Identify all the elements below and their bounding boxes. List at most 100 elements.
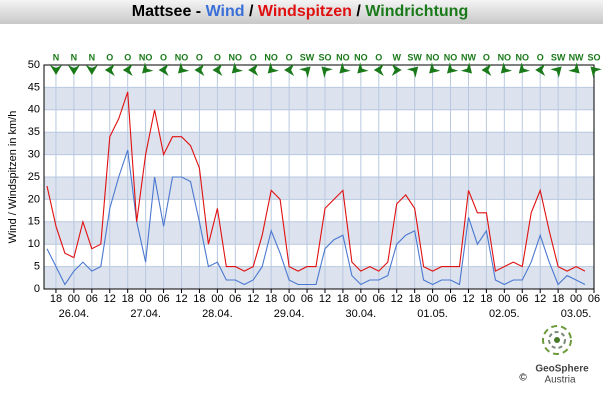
direction-label: O — [537, 52, 544, 62]
x-tick-label: 12 — [534, 293, 546, 305]
x-tick-label: 18 — [50, 293, 62, 305]
direction-arrow — [500, 62, 513, 74]
plot-area — [44, 64, 595, 290]
direction-label: NO — [175, 52, 189, 62]
series-line — [46, 91, 586, 272]
direction-arrow — [568, 62, 580, 74]
direction-label: NO — [426, 52, 440, 62]
date-label: 03.05. — [561, 308, 592, 320]
direction-arrow — [267, 62, 279, 74]
y-tick-label: 40 — [28, 104, 40, 116]
plot-frame — [43, 64, 595, 290]
direction-arrow — [122, 64, 133, 76]
title-part: Windrichtung — [365, 3, 468, 20]
band — [44, 177, 594, 200]
direction-arrow — [391, 64, 402, 76]
direction-arrow — [357, 62, 369, 74]
band — [44, 266, 594, 289]
logo: GeoSphere Austria © — [519, 325, 589, 386]
direction-label: SW — [407, 52, 422, 62]
direction-label: O — [214, 52, 221, 62]
y-tick-label: 5 — [34, 261, 40, 273]
x-tick-label: 18 — [409, 293, 421, 305]
logo-name: GeoSphere — [535, 364, 589, 375]
direction-arrow — [429, 62, 441, 74]
chart-title: Mattsee - Wind / Windspitzen / Windricht… — [132, 3, 468, 20]
date-label: 01.05. — [417, 308, 448, 320]
x-tick-label: 12 — [391, 293, 403, 305]
direction-label: NO — [336, 52, 350, 62]
x-tick-label: 00 — [68, 293, 80, 305]
direction-label: N — [71, 52, 78, 62]
x-tick-label: 00 — [283, 293, 295, 305]
direction-arrow — [460, 62, 473, 74]
title-part: Windspitzen — [258, 3, 352, 20]
y-tick-label: 45 — [28, 81, 40, 93]
date-label: 02.05. — [489, 308, 520, 320]
direction-arrow — [50, 65, 62, 75]
title-part: - — [191, 3, 205, 20]
direction-arrow — [481, 64, 492, 76]
x-tick-label: 12 — [175, 293, 187, 305]
date-label: 30.04. — [346, 308, 377, 320]
direction-arrow — [194, 64, 205, 76]
x-tick-label: 06 — [373, 293, 385, 305]
direction-label: NW — [569, 52, 584, 62]
direction-arrow — [339, 62, 351, 74]
direction-arrow — [535, 64, 546, 76]
direction-label: NO — [229, 52, 243, 62]
x-tick-label: 06 — [588, 293, 600, 305]
x-tick-label: 00 — [211, 293, 223, 305]
x-tick-label: 18 — [337, 293, 349, 305]
direction-label: SO — [318, 52, 331, 62]
direction-label: W — [392, 52, 401, 62]
direction-label: O — [106, 52, 113, 62]
direction-arrow — [231, 62, 244, 74]
direction-arrow — [321, 66, 333, 78]
direction-arrow — [284, 64, 295, 76]
direction-label: SW — [300, 52, 315, 62]
direction-label: NW — [461, 52, 476, 62]
direction-label: NO — [264, 52, 278, 62]
direction-label: SW — [551, 52, 566, 62]
direction-arrow — [67, 65, 80, 75]
x-tick-label: 06 — [301, 293, 313, 305]
logo-ring — [542, 325, 572, 355]
logo-dot — [554, 337, 560, 343]
direction-label: O — [375, 52, 382, 62]
direction-arrow — [550, 66, 562, 78]
date-label: 26.04. — [59, 308, 90, 320]
direction-label: O — [124, 52, 131, 62]
direction-arrow — [104, 64, 115, 76]
direction-arrow — [85, 65, 98, 75]
y-tick-label: 30 — [28, 149, 40, 161]
direction-arrow — [299, 66, 311, 78]
direction-arrow — [518, 62, 531, 74]
direction-arrow — [142, 62, 154, 74]
y-tick-label: 50 — [28, 59, 40, 71]
x-tick-label: 12 — [104, 293, 116, 305]
band — [44, 221, 594, 245]
y-tick-label: 25 — [28, 171, 40, 183]
x-tick-label: 00 — [426, 293, 438, 305]
y-tick-label: 0 — [34, 283, 40, 295]
direction-label: SO — [587, 52, 600, 62]
x-tick-label: 06 — [444, 293, 456, 305]
direction-label: NO — [354, 52, 368, 62]
x-tick-label: 18 — [193, 293, 205, 305]
direction-arrow — [406, 66, 419, 78]
x-tick-label: 18 — [552, 293, 564, 305]
title-bar — [0, 0, 603, 24]
y-tick-label: 10 — [28, 238, 40, 250]
x-tick-label: 06 — [157, 293, 169, 305]
x-tick-label: 00 — [355, 293, 367, 305]
band — [44, 132, 594, 155]
direction-label: O — [160, 52, 167, 62]
y-axis-label: Wind / Windspitzen in km/h — [7, 111, 19, 244]
direction-arrow — [158, 64, 169, 76]
direction-label: NO — [498, 52, 512, 62]
x-tick-label: 06 — [86, 293, 98, 305]
x-tick-label: 18 — [265, 293, 277, 305]
title-part: / — [352, 3, 365, 20]
